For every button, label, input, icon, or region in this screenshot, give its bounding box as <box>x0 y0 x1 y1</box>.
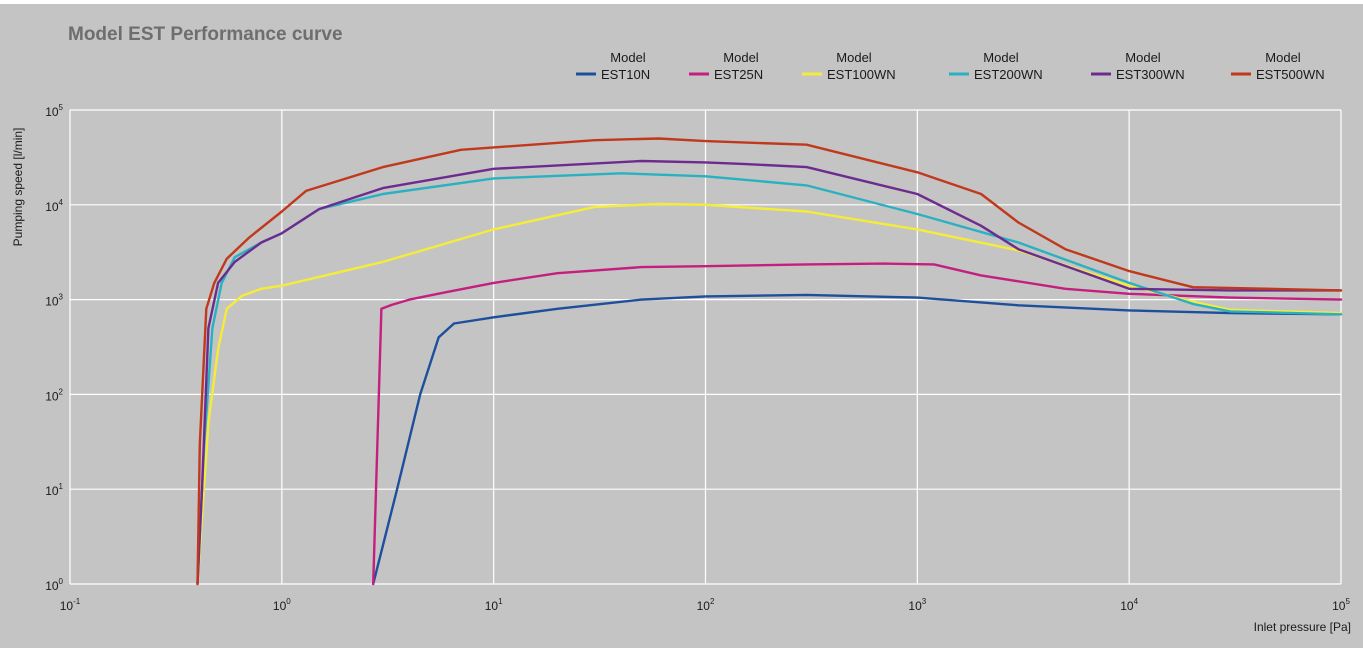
legend-label-name: EST25N <box>714 67 763 82</box>
y-tick-label: 100 <box>45 577 63 593</box>
legend-item: Model EST500WN <box>1231 50 1325 82</box>
y-tick-label: 101 <box>45 482 63 498</box>
chart-title: Model EST Performance curve <box>68 24 343 45</box>
x-axis-label: Inlet pressure [Pa] <box>1254 620 1351 634</box>
x-tick-label: 102 <box>697 597 715 613</box>
series-line-est300wn <box>196 159 1343 586</box>
legend-item: Model EST25N <box>689 50 763 82</box>
y-tick-labels: 100 101 102 103 104 105 <box>45 103 63 593</box>
series-line-est200wn <box>196 172 1343 586</box>
performance-chart: Model EST Performance curve ModelEST10NM… <box>11 24 1351 634</box>
legend-label-name: EST10N <box>601 67 650 82</box>
legend-label-name: EST500WN <box>1256 67 1325 82</box>
legend-label-name: EST100WN <box>827 67 896 82</box>
series-line-est25n <box>372 262 1343 586</box>
x-tick-label: 100 <box>273 597 291 613</box>
x-tick-labels: 10-1 100 101 102 103 104 105 <box>60 597 1351 613</box>
x-tick-label: 103 <box>908 597 926 613</box>
legend-label-top: Model <box>1265 50 1301 65</box>
legend: ModelEST10NModelEST25NModelEST100WNModel… <box>576 50 1325 82</box>
legend-label-top: Model <box>1125 50 1161 65</box>
chart-panel: Model EST Performance curve Model EST10N M… <box>0 4 1363 648</box>
series-group <box>196 137 1343 586</box>
series-line-est500wn <box>196 137 1343 586</box>
legend-item: Model EST300WN <box>1091 50 1185 82</box>
series-line-est100wn <box>196 202 1343 586</box>
x-tick-label: 10-1 <box>60 597 81 613</box>
y-tick-label: 105 <box>45 103 63 119</box>
x-tick-label: 105 <box>1332 597 1350 613</box>
legend-label-top: Model <box>836 50 872 65</box>
x-tick-label: 104 <box>1120 597 1138 613</box>
y-axis-label: Pumping speed [l/min] <box>11 128 25 247</box>
y-tick-label: 104 <box>45 198 63 214</box>
legend-label-top: Model <box>983 50 1019 65</box>
legend-label-top: Model <box>723 50 759 65</box>
y-tick-label: 103 <box>45 293 63 309</box>
legend-label-name: EST300WN <box>1116 67 1185 82</box>
legend-item: Model EST10N <box>576 50 650 82</box>
y-tick-label: 102 <box>45 387 63 403</box>
legend-label-name: EST200WN <box>974 67 1043 82</box>
x-tick-label: 101 <box>485 597 503 613</box>
grid <box>69 109 1342 585</box>
legend-item: Model EST100WN <box>802 50 896 82</box>
legend-label-top: Model <box>610 50 646 65</box>
legend-item: Model EST200WN <box>949 50 1043 82</box>
series-line-est10n <box>372 293 1343 586</box>
